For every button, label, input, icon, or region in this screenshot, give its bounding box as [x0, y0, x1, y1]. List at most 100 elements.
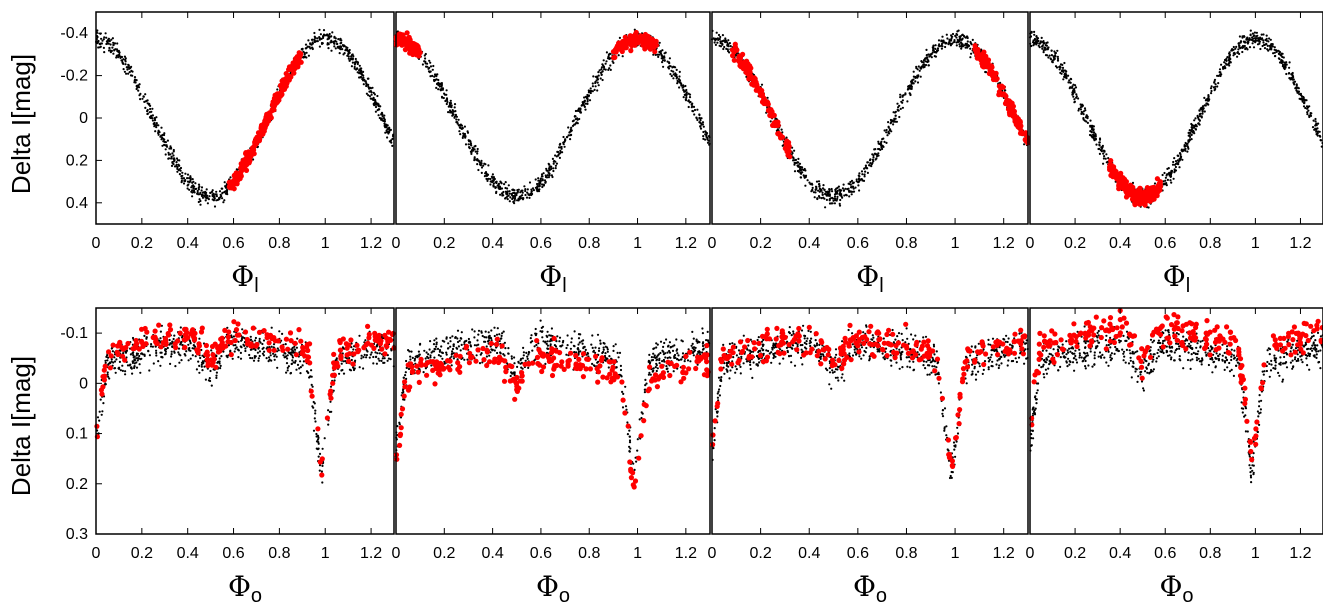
data-point	[852, 181, 855, 184]
data-point	[1093, 131, 1096, 134]
data-point	[350, 55, 353, 58]
data-point	[360, 67, 363, 70]
data-point	[286, 357, 289, 360]
data-point	[1190, 133, 1193, 136]
data-point	[1312, 119, 1315, 122]
data-point	[1038, 46, 1041, 49]
data-point	[464, 143, 468, 146]
data-point	[1043, 46, 1046, 49]
data-point	[855, 178, 858, 181]
data-point	[1244, 47, 1247, 51]
data-point	[439, 89, 442, 92]
data-point	[1251, 42, 1254, 45]
data-point	[448, 103, 452, 106]
data-point	[813, 196, 816, 199]
highlight-point	[281, 83, 287, 89]
data-point	[1052, 55, 1055, 58]
data-point	[205, 188, 208, 191]
data-point	[798, 162, 802, 165]
highlight-point	[731, 57, 737, 63]
data-point	[453, 106, 456, 109]
data-point	[870, 165, 873, 168]
data-point	[171, 152, 174, 155]
data-point	[1299, 92, 1302, 95]
data-point	[1047, 46, 1050, 49]
data-point	[831, 202, 834, 205]
data-point	[382, 119, 385, 122]
data-point	[526, 191, 529, 194]
data-point	[332, 40, 335, 43]
data-point	[128, 71, 131, 74]
data-point	[369, 87, 373, 90]
data-point	[380, 117, 383, 120]
data-point	[446, 100, 449, 104]
highlight-point	[295, 58, 301, 64]
data-point	[124, 60, 127, 63]
data-point	[1045, 41, 1048, 45]
data-point	[1098, 152, 1101, 155]
data-point	[850, 185, 853, 188]
data-point	[218, 190, 222, 193]
data-point	[1287, 72, 1290, 75]
data-point	[421, 63, 424, 66]
data-point	[1305, 105, 1309, 108]
data-point	[173, 351, 176, 354]
data-point	[175, 157, 179, 160]
data-point	[241, 328, 244, 331]
data-point	[191, 178, 194, 181]
data-point	[313, 38, 316, 41]
data-point	[470, 149, 474, 152]
data-point	[1065, 70, 1068, 73]
data-point	[556, 150, 559, 153]
data-point	[433, 75, 436, 78]
data-point	[176, 170, 179, 173]
data-point	[130, 69, 133, 72]
data-point	[586, 100, 589, 103]
data-point	[929, 53, 932, 56]
data-point	[668, 57, 672, 60]
data-point	[848, 195, 851, 198]
data-point	[802, 174, 805, 177]
data-point	[825, 194, 828, 197]
data-point	[269, 354, 272, 357]
data-point	[659, 52, 663, 55]
data-point	[1233, 52, 1236, 56]
data-point	[429, 75, 432, 78]
data-point	[661, 61, 664, 64]
data-point	[523, 185, 526, 188]
data-point	[181, 171, 184, 174]
data-point	[97, 46, 100, 49]
data-point	[500, 181, 503, 184]
data-point	[887, 121, 890, 124]
data-point	[678, 70, 681, 73]
data-point	[110, 49, 113, 53]
data-point	[178, 159, 181, 162]
data-point	[169, 362, 172, 365]
data-point	[1256, 37, 1260, 40]
data-point	[484, 163, 487, 166]
data-point	[1255, 31, 1258, 34]
data-point	[817, 195, 821, 198]
data-point	[901, 94, 904, 97]
data-point	[701, 123, 705, 126]
data-point	[476, 150, 479, 153]
data-point	[112, 41, 115, 44]
highlight-point	[1130, 191, 1136, 197]
highlight-point	[754, 85, 761, 91]
data-point	[894, 110, 898, 113]
y-tick-label: -0.2	[60, 68, 88, 85]
data-point	[715, 31, 718, 34]
data-point	[576, 117, 579, 120]
data-point	[155, 126, 158, 129]
data-point	[351, 61, 354, 64]
data-point	[1056, 49, 1059, 52]
data-point	[530, 190, 533, 194]
data-point	[1075, 96, 1078, 99]
data-point	[170, 155, 173, 158]
data-point	[1068, 79, 1071, 82]
data-point	[106, 371, 109, 374]
data-point	[532, 189, 536, 192]
data-point	[1281, 60, 1284, 63]
data-point	[848, 182, 851, 186]
data-point	[1196, 114, 1199, 117]
